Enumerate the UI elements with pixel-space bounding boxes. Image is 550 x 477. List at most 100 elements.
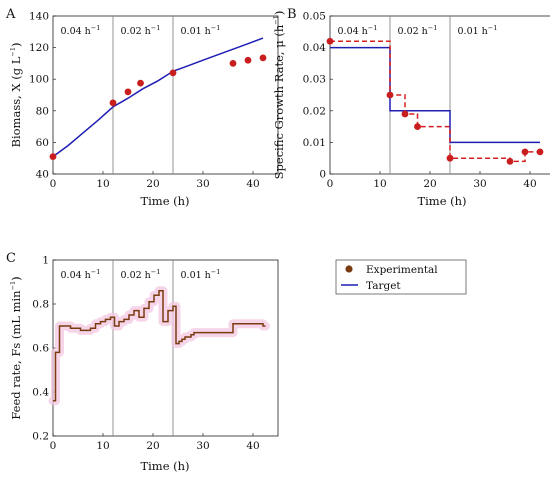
x-tick-label: 40	[246, 178, 259, 190]
y-axis-label-sup: −1	[9, 47, 17, 57]
phase-rate-sup: −1	[91, 268, 101, 276]
experimental-point	[124, 88, 132, 96]
tick-layer: 0 10 20 30 40 0 0.01 0.02 0.03 0.04 0.05	[303, 11, 537, 191]
experimental-point	[244, 56, 252, 64]
panel-letter: B	[287, 7, 297, 22]
y-tick-label: 120	[29, 42, 49, 54]
phase-rate-label: 0.01 h−1	[458, 24, 498, 37]
phase-rate-sup: −1	[91, 24, 101, 32]
phase-rate-label: 0.02 h−1	[121, 24, 161, 37]
plot-area	[52, 259, 279, 437]
y-axis-label-end: )	[272, 11, 286, 16]
experimental-point	[446, 154, 454, 162]
phase-rate-value: 0.01 h	[181, 270, 211, 281]
experimental-point	[229, 60, 237, 67]
experimental-point	[137, 79, 144, 87]
phase-rate-value: 0.01 h	[181, 26, 211, 37]
y-tick-label: 0.2	[32, 431, 49, 443]
phase-rate-value: 0.04 h	[61, 26, 91, 37]
experimental-point	[109, 99, 117, 107]
x-tick-label: 0	[327, 178, 334, 190]
legend-experimental-label: Experimental	[366, 264, 438, 276]
phase-rate-value: 0.02 h	[121, 270, 151, 281]
phase-rate-sup: −1	[211, 268, 221, 276]
region-label-layer: 0.04 h−1 0.02 h−1 0.01 h−1	[338, 24, 498, 37]
series-layer	[48, 286, 270, 406]
region-label-layer: 0.04 h−1 0.02 h−1 0.01 h−1	[61, 268, 221, 281]
x-tick-label: 20	[423, 178, 436, 190]
region-label-layer: 0.04 h−1 0.02 h−1 0.01 h−1	[61, 24, 221, 37]
phase-rate-label: 0.04 h−1	[338, 24, 378, 37]
experimental-point	[326, 37, 334, 45]
plot-area	[52, 15, 279, 175]
y-axis-label-main: Feed rate, Fs (mL min	[9, 290, 23, 420]
x-axis-label: Time (h)	[417, 194, 466, 208]
target-line	[330, 46, 540, 144]
legend-target-label: Target	[366, 280, 401, 292]
legend: Experimental Target	[335, 259, 467, 295]
phase-rate-label: 0.01 h−1	[181, 268, 221, 281]
x-tick-label: 10	[373, 178, 386, 190]
y-axis-label-end: )	[9, 42, 23, 47]
y-tick-label: 0	[319, 169, 326, 181]
phase-rate-sup: −1	[368, 24, 378, 32]
phase-rate-label: 0.04 h−1	[61, 268, 101, 281]
target-line	[52, 37, 264, 158]
experimental-point	[536, 148, 544, 156]
y-tick-label: 1	[42, 255, 49, 267]
experimental-point	[386, 91, 394, 99]
x-tick-label: 30	[196, 440, 209, 452]
y-tick-label: 0.03	[303, 74, 326, 86]
x-tick-label: 20	[146, 178, 159, 190]
phase-rate-value: 0.02 h	[398, 26, 428, 37]
x-tick-label: 0	[50, 440, 57, 452]
tick-layer: 0 10 20 30 40 40 60 80 100 120 140	[29, 11, 260, 191]
x-tick-label: 10	[96, 440, 109, 452]
phase-rate-sup: −1	[151, 24, 161, 32]
y-axis-label-sup: −1	[272, 15, 280, 25]
y-tick-label: 0.01	[303, 137, 326, 149]
phase-rate-sup: −1	[428, 24, 438, 32]
phase-rate-label: 0.02 h−1	[398, 24, 438, 37]
experimental-point	[401, 110, 409, 118]
phase-rate-value: 0.04 h	[338, 26, 368, 37]
divider-layer	[112, 16, 174, 174]
y-tick-label: 140	[29, 11, 49, 23]
phase-rate-sup: −1	[211, 24, 221, 32]
y-axis-label: Feed rate, Fs (mL min−1)	[9, 276, 23, 419]
x-tick-label: 40	[523, 178, 536, 190]
x-tick-label: 40	[246, 440, 259, 452]
y-tick-label: 0.8	[32, 299, 49, 311]
y-tick-label: 0.04	[303, 42, 327, 54]
x-tick-label: 30	[196, 178, 209, 190]
phase-rate-value: 0.02 h	[121, 26, 151, 37]
experimental-point	[49, 153, 57, 161]
y-axis-label: Specific Growth Rate, μ (h−1)	[272, 11, 286, 180]
phase-rate-sup: −1	[151, 268, 161, 276]
phase-rate-sup: −1	[488, 24, 498, 32]
y-tick-label: 0.05	[303, 11, 326, 23]
experimental-point	[521, 148, 529, 156]
experimental-point	[259, 54, 267, 62]
experimental-point	[169, 69, 177, 77]
panel-letter: A	[5, 7, 16, 22]
phase-rate-label: 0.04 h−1	[61, 24, 101, 37]
y-tick-label: 60	[36, 137, 49, 149]
legend-box	[335, 259, 467, 295]
x-tick-label: 20	[146, 440, 159, 452]
y-axis-label-sup: −1	[9, 281, 17, 291]
plot-area	[329, 15, 550, 175]
y-tick-label: 0.6	[32, 343, 49, 355]
y-axis-label-main: Specific Growth Rate, μ (h	[272, 24, 286, 179]
series-layer	[326, 37, 544, 165]
phase-rate-value: 0.04 h	[61, 270, 91, 281]
panel-letter: C	[6, 251, 16, 266]
tick-layer: 0 10 20 30 40 0.2 0.4 0.6 0.8 1	[32, 255, 259, 453]
panel-c-feed-rate-chart: C 0 10 20 30 400.20.40.60.81 0.04 h−1 0.02 h−…	[6, 251, 279, 473]
phase-rate-label: 0.01 h−1	[181, 24, 221, 37]
y-axis-label-end: )	[9, 276, 23, 281]
y-tick-label: 0.02	[303, 105, 326, 117]
